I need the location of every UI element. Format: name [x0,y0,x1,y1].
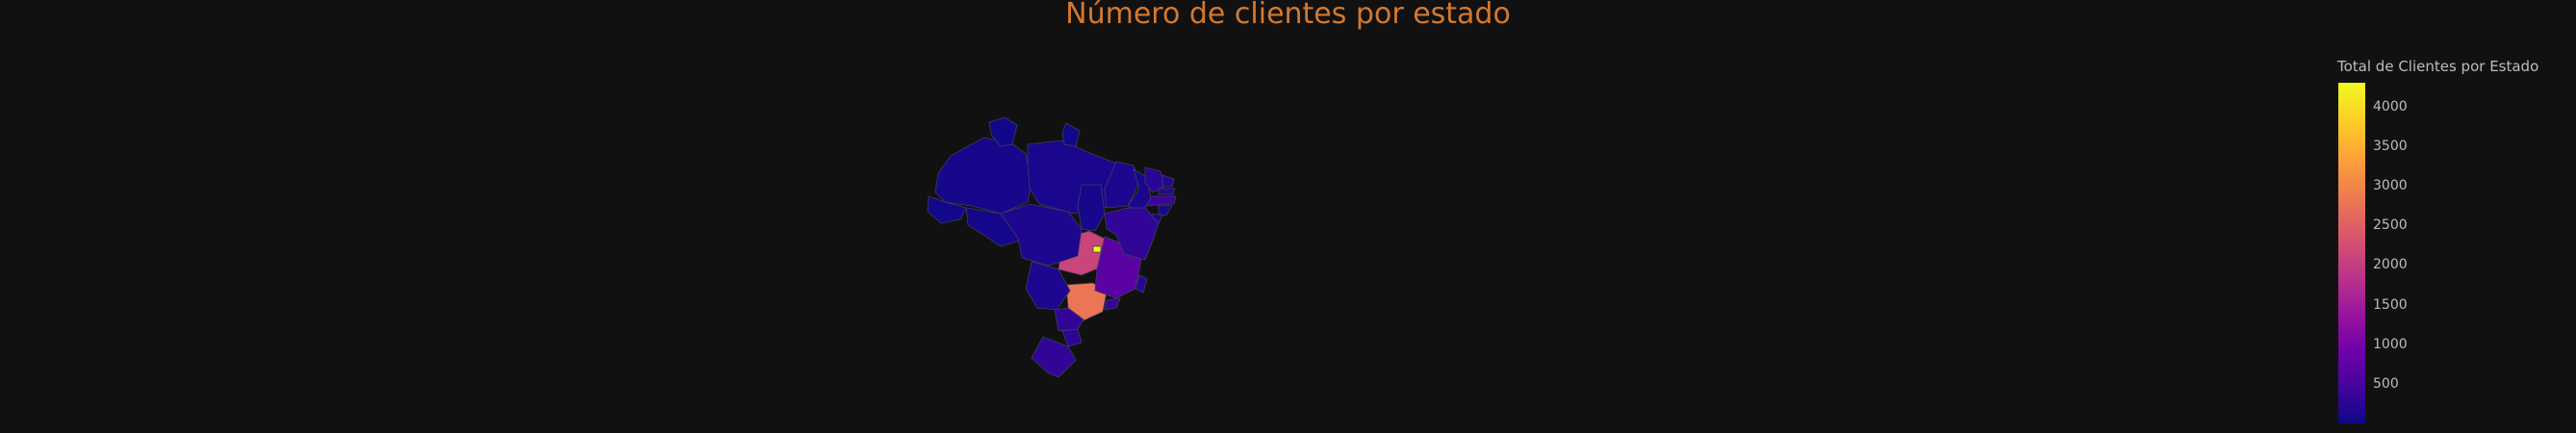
colorbar-tick-label: 1500 [2373,296,2408,313]
state-am[interactable] [934,137,1033,215]
colorbar-tick-label: 500 [2373,375,2399,392]
colorbar-title: Total de Clientes por Estado [2337,58,2539,75]
colorbar [2338,83,2365,423]
state-es[interactable] [1135,274,1148,293]
state-ap[interactable] [1061,122,1081,147]
state-pr[interactable] [1054,307,1084,332]
state-rs[interactable] [1031,336,1077,378]
chart-title: Número de clientes por estado [1065,0,1511,31]
colorbar-tick-label: 2000 [2373,257,2408,273]
state-al[interactable] [1158,205,1173,216]
state-ac[interactable] [927,195,967,224]
colorbar-tick-label: 1000 [2373,336,2408,352]
state-pb[interactable] [1158,188,1176,195]
state-sc[interactable] [1061,328,1083,347]
state-rr[interactable] [988,116,1018,147]
state-to[interactable] [1077,184,1106,232]
state-ba[interactable] [1104,207,1160,261]
state-mt[interactable] [1000,203,1083,267]
state-df[interactable] [1092,245,1102,253]
colorbar-tick-label: 2500 [2373,217,2408,234]
state-rj[interactable] [1104,297,1121,311]
colorbar-tick-label: 4000 [2373,98,2408,115]
colorbar-tick-label: 3000 [2373,178,2408,194]
state-rn[interactable] [1161,174,1175,188]
colorbar-tick-label: 3500 [2373,138,2408,154]
